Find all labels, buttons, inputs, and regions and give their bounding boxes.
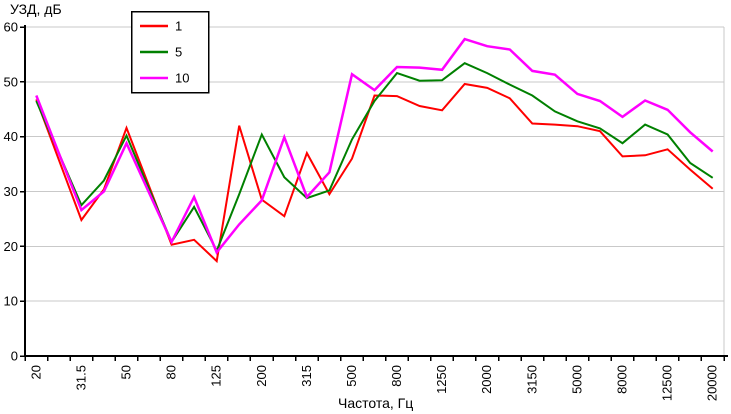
x-tick-label: 50 <box>118 365 133 379</box>
x-tick-label: 315 <box>299 365 314 387</box>
y-tick-label: 20 <box>4 239 18 254</box>
x-tick-label: 80 <box>164 365 179 379</box>
x-tick-label: 1250 <box>434 365 449 394</box>
y-tick-label: 30 <box>4 184 18 199</box>
x-tick-label: 500 <box>344 365 359 387</box>
series-line-10 <box>35 37 714 255</box>
x-tick-label: 5000 <box>569 365 584 394</box>
y-tick-label: 0 <box>11 349 18 364</box>
y-tick-label: 50 <box>4 74 18 89</box>
x-tick-label: 12500 <box>660 365 675 401</box>
legend-label: 1 <box>175 19 182 34</box>
x-axis-title: Частота, Гц <box>338 395 414 411</box>
series-line-5 <box>35 62 714 254</box>
y-tick-label: 40 <box>4 129 18 144</box>
y-axis-title: УЗД, дБ <box>10 1 62 17</box>
x-tick-label: 200 <box>254 365 269 387</box>
x-tick-label: 2000 <box>479 365 494 394</box>
x-tick-label: 20 <box>28 365 43 379</box>
x-tick-label: 800 <box>389 365 404 387</box>
legend-label: 10 <box>175 71 189 86</box>
x-tick-label: 125 <box>209 365 224 387</box>
x-tick-label: 8000 <box>615 365 630 394</box>
x-tick-label: 20000 <box>705 365 720 401</box>
x-tick-label: 3150 <box>524 365 539 394</box>
series-line-1 <box>35 82 714 264</box>
y-tick-label: 60 <box>4 20 18 35</box>
legend-label: 5 <box>175 45 182 60</box>
x-tick-label: 31.5 <box>73 365 88 390</box>
y-tick-label: 10 <box>4 294 18 309</box>
